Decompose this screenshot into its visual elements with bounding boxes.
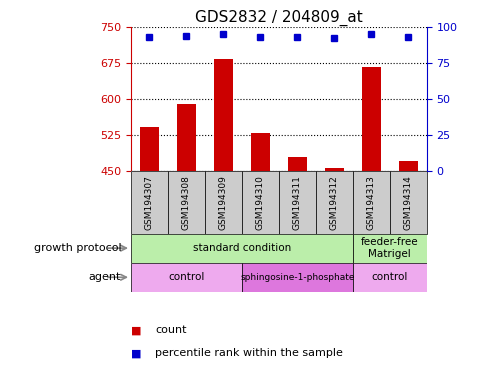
Bar [352, 171, 389, 233]
Text: growth protocol: growth protocol [33, 243, 121, 253]
Text: feeder-free
Matrigel: feeder-free Matrigel [360, 237, 418, 259]
Bar [352, 263, 426, 292]
Text: control: control [168, 272, 204, 282]
Bar [177, 104, 195, 171]
Text: control: control [371, 272, 407, 282]
Text: count: count [155, 325, 186, 335]
Bar [167, 171, 204, 233]
Bar [315, 171, 352, 233]
Bar [204, 171, 242, 233]
Text: GSM194311: GSM194311 [292, 175, 301, 230]
Bar [251, 133, 269, 171]
Bar [398, 161, 417, 171]
Text: GSM194307: GSM194307 [145, 175, 153, 230]
Bar [362, 67, 380, 171]
Text: GSM194308: GSM194308 [182, 175, 191, 230]
Text: percentile rank within the sample: percentile rank within the sample [155, 348, 342, 358]
Bar [287, 157, 306, 171]
Text: GSM194309: GSM194309 [218, 175, 227, 230]
Text: GSM194313: GSM194313 [366, 175, 375, 230]
Bar [242, 171, 278, 233]
Text: GSM194310: GSM194310 [256, 175, 264, 230]
Text: agent: agent [89, 272, 121, 282]
Bar [324, 168, 343, 171]
Text: GSM194312: GSM194312 [329, 175, 338, 230]
Bar [140, 126, 158, 171]
Bar [352, 233, 426, 263]
Bar [389, 171, 426, 233]
Bar [214, 59, 232, 171]
Bar [131, 171, 167, 233]
Bar [131, 233, 352, 263]
Title: GDS2832 / 204809_at: GDS2832 / 204809_at [195, 9, 362, 25]
Text: sphingosine-1-phosphate: sphingosine-1-phosphate [240, 273, 354, 282]
Text: GSM194314: GSM194314 [403, 175, 412, 230]
Text: ■: ■ [131, 348, 141, 358]
Text: standard condition: standard condition [192, 243, 290, 253]
Bar [278, 171, 315, 233]
Bar [242, 263, 352, 292]
Bar [131, 263, 242, 292]
Text: ■: ■ [131, 325, 141, 335]
